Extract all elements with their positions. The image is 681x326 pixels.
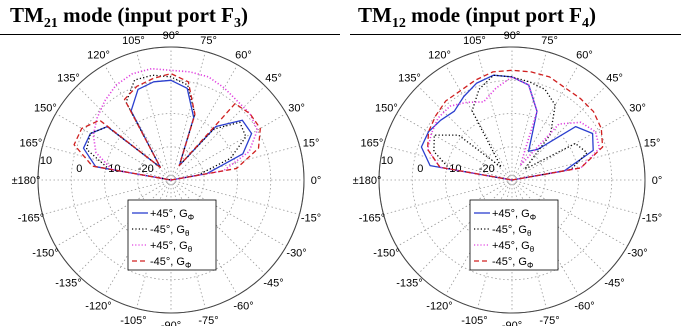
angle-tick-label: 30° (288, 103, 305, 115)
angle-tick-label: 105° (122, 35, 145, 47)
angle-tick-label: 150° (34, 103, 57, 115)
angle-tick-label: 165° (361, 137, 384, 149)
radial-tick-label: -20 (138, 163, 154, 175)
legend: +45°, GΦ -45°, Gθ +45°, Gθ -45°, GΦ (469, 199, 559, 271)
legend-entry: +45°, GΦ (492, 208, 536, 222)
series-line (420, 74, 594, 181)
angle-tick-label: -165° (18, 213, 44, 225)
legend-entry: -45°, GΦ (492, 256, 533, 270)
angle-tick-label: -150° (32, 248, 58, 260)
angle-tick-label: -75° (539, 315, 559, 326)
angle-tick-label: 135° (57, 72, 80, 84)
angle-tick-label: ±180° (12, 175, 41, 187)
angle-tick-label: -120° (85, 301, 111, 313)
legend-box (127, 199, 217, 271)
angle-tick-label: -45° (263, 278, 283, 290)
polar-chart-right: 105° 90° 75° 120° 60° 135° 45° 150° 30° 165° 15° ±1… (353, 30, 663, 326)
panel-title-right: TM12 mode (input port F4) (358, 3, 597, 32)
angle-tick-label: 75° (200, 35, 217, 47)
angle-tick-label: -120° (426, 301, 452, 313)
angle-tick-label: -75° (198, 315, 218, 326)
angle-tick-label: -30° (627, 248, 647, 260)
legend-entry: -45°, Gθ (150, 224, 190, 238)
angle-tick-label: 45° (265, 72, 282, 84)
angle-tick-label: 135° (398, 72, 421, 84)
grid-circle (411, 79, 613, 281)
angle-tick-label: 45° (606, 72, 623, 84)
angle-tick-label: -135° (55, 278, 81, 290)
angle-tick-label: 120° (87, 49, 110, 61)
title-rule-left (0, 34, 340, 35)
title-rule-right (350, 34, 681, 35)
radial-tick-label: 0 (417, 163, 423, 175)
angle-tick-label: 105° (463, 35, 486, 47)
angle-tick-label: 165° (20, 137, 43, 149)
angle-tick-label: -90° (502, 320, 522, 326)
legend-entry: +45°, Gθ (150, 240, 193, 254)
angle-tick-label: 75° (541, 35, 558, 47)
series-line (85, 74, 247, 181)
series-line (73, 72, 261, 181)
radial-tick-label: 0 (76, 163, 82, 175)
legend-box (469, 199, 559, 271)
legend: +45°, GΦ -45°, Gθ +45°, Gθ -45°, GΦ (127, 199, 217, 271)
angle-tick-label: -15° (301, 213, 321, 225)
angle-tick-label: -30° (286, 248, 306, 260)
legend-entry: +45°, GΦ (150, 208, 194, 222)
angle-tick-label: -60° (233, 301, 253, 313)
radial-tick-label: 10 (40, 155, 52, 167)
angle-tick-label: 0° (311, 175, 322, 187)
angle-tick-label: 60° (576, 49, 593, 61)
angle-tick-label: 0° (652, 175, 663, 187)
polar-chart-left: 105° 90° 75° 120° 60° 135° 45° 150° 30° 165° 15° ±1… (12, 30, 322, 326)
radial-tick-label: 10 (381, 155, 393, 167)
angle-tick-label: 30° (629, 103, 646, 115)
angle-tick-label: -90° (161, 320, 181, 326)
angle-tick-label: 15° (644, 137, 661, 149)
angle-tick-label: -135° (396, 278, 422, 290)
angle-tick-label: -105° (120, 315, 146, 326)
angle-tick-label: 90° (163, 30, 180, 42)
angle-tick-label: 90° (504, 30, 521, 42)
series-line (82, 79, 253, 181)
angle-tick-label: -105° (461, 315, 487, 326)
panel-title-left: TM21 mode (input port F3) (10, 3, 249, 32)
legend-entry: +45°, Gθ (492, 240, 535, 254)
angle-tick-label: 150° (375, 103, 398, 115)
angle-tick-label: 15° (303, 137, 320, 149)
legend-entry: -45°, Gθ (492, 224, 532, 238)
angle-tick-label: -15° (642, 213, 662, 225)
angle-tick-label: -165° (359, 213, 385, 225)
angle-tick-label: 120° (428, 49, 451, 61)
legend-entry: -45°, GΦ (150, 256, 191, 270)
radial-tick-label: -20 (479, 163, 495, 175)
angle-tick-label: -45° (604, 278, 624, 290)
angle-tick-label: -60° (574, 301, 594, 313)
angle-tick-label: 60° (235, 49, 252, 61)
angle-tick-label: -150° (373, 248, 399, 260)
angle-tick-label: ±180° (353, 175, 382, 187)
